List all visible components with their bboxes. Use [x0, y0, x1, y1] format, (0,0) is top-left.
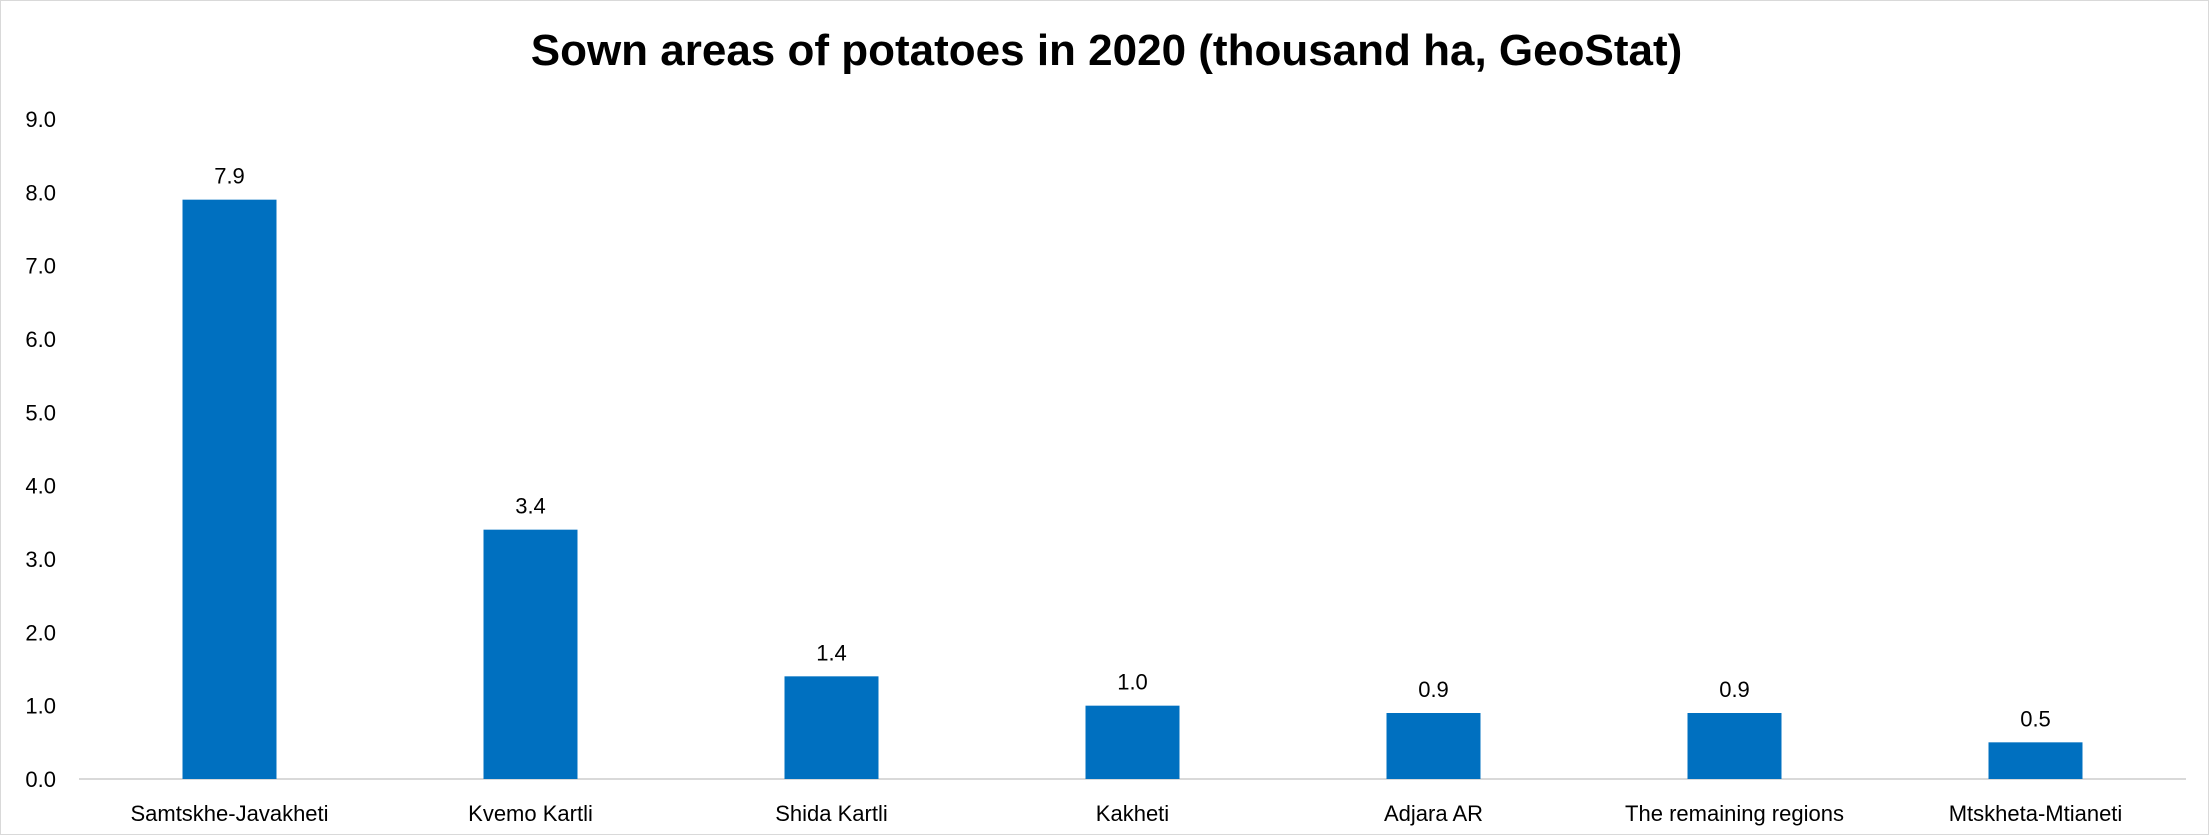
data-label: 7.9 [214, 164, 245, 189]
x-tick-label: Samtskhe-Javakheti [130, 801, 328, 826]
data-label: 0.9 [1719, 677, 1750, 702]
x-tick-label: Mtskheta-Mtianeti [1949, 801, 2123, 826]
data-label: 0.9 [1418, 677, 1449, 702]
bar [1387, 713, 1481, 779]
y-tick-label: 7.0 [25, 254, 56, 279]
data-label: 0.5 [2020, 706, 2051, 731]
y-tick-label: 4.0 [25, 474, 56, 499]
data-label: 3.4 [515, 494, 546, 519]
x-tick-label: The remaining regions [1625, 801, 1844, 826]
bar [785, 676, 879, 779]
x-tick-label: Kvemo Kartli [468, 801, 593, 826]
y-tick-label: 1.0 [25, 694, 56, 719]
bar [1989, 742, 2083, 779]
y-tick-label: 3.0 [25, 547, 56, 572]
y-tick-label: 6.0 [25, 327, 56, 352]
y-tick-label: 2.0 [25, 620, 56, 645]
x-tick-label: Shida Kartli [775, 801, 888, 826]
y-tick-label: 8.0 [25, 180, 56, 205]
data-label: 1.4 [816, 640, 847, 665]
bar [183, 200, 277, 779]
data-label: 1.0 [1117, 670, 1148, 695]
y-tick-label: 0.0 [25, 767, 56, 792]
bar [1086, 706, 1180, 779]
x-tick-label: Kakheti [1096, 801, 1169, 826]
bar [1688, 713, 1782, 779]
y-tick-label: 9.0 [25, 107, 56, 132]
x-axis-tick-labels: Samtskhe-Javakheti Kvemo Kartli Shida Kart… [130, 801, 2122, 826]
x-tick-label: Adjara AR [1384, 801, 1483, 826]
y-axis-tick-labels: 0.0 1.0 2.0 3.0 4.0 5.0 6.0 7.0 8.0 9.0 [25, 107, 56, 792]
bar [484, 530, 578, 779]
y-tick-label: 5.0 [25, 400, 56, 425]
